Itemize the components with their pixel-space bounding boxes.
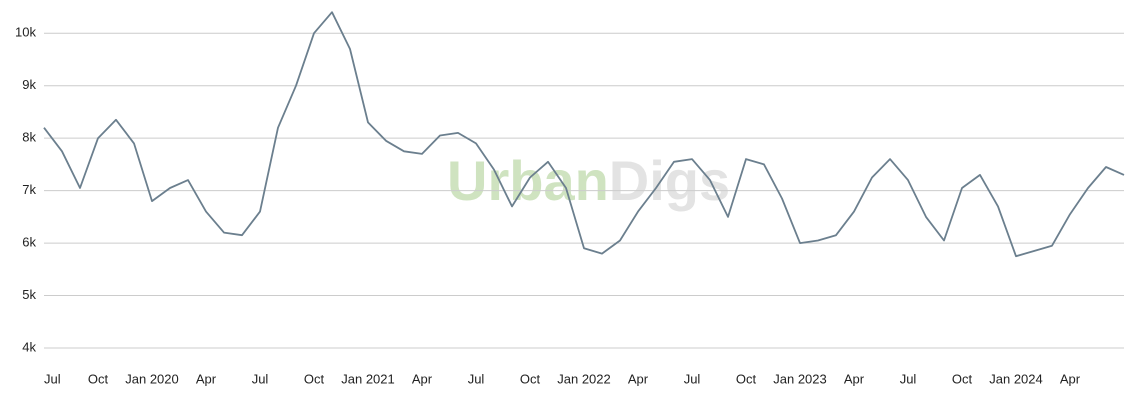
x-tick-label: Jan 2024: [989, 371, 1043, 386]
x-tick-label: Apr: [412, 371, 433, 386]
x-tick-label: Apr: [844, 371, 865, 386]
y-tick-label: 4k: [22, 339, 36, 354]
x-tick-label: Oct: [736, 371, 757, 386]
y-tick-label: 9k: [22, 77, 36, 92]
x-tick-label: Apr: [628, 371, 649, 386]
y-tick-label: 6k: [22, 235, 36, 250]
x-tick-label: Jul: [900, 371, 917, 386]
x-tick-label: Oct: [952, 371, 973, 386]
y-tick-label: 5k: [22, 287, 36, 302]
x-tick-label: Jul: [468, 371, 485, 386]
x-tick-label: Jan 2020: [125, 371, 179, 386]
watermark: UrbanDigs: [447, 149, 730, 212]
series-line: [43, 11, 1125, 258]
x-tick-label: Oct: [304, 371, 325, 386]
x-tick-label: Jul: [684, 371, 701, 386]
x-tick-label: Oct: [520, 371, 541, 386]
x-tick-label: Jan 2021: [341, 371, 395, 386]
y-tick-label: 8k: [22, 130, 36, 145]
x-tick-label: Apr: [196, 371, 217, 386]
x-tick-label: Apr: [1060, 371, 1081, 386]
y-tick-label: 7k: [22, 182, 36, 197]
x-tick-label: Jan 2022: [557, 371, 611, 386]
x-tick-label: Jul: [44, 371, 61, 386]
x-tick-label: Jan 2023: [773, 371, 827, 386]
x-tick-label: Oct: [88, 371, 109, 386]
y-tick-label: 10k: [15, 25, 36, 40]
x-tick-label: Jul: [252, 371, 269, 386]
watermark-part: Digs: [609, 149, 730, 212]
